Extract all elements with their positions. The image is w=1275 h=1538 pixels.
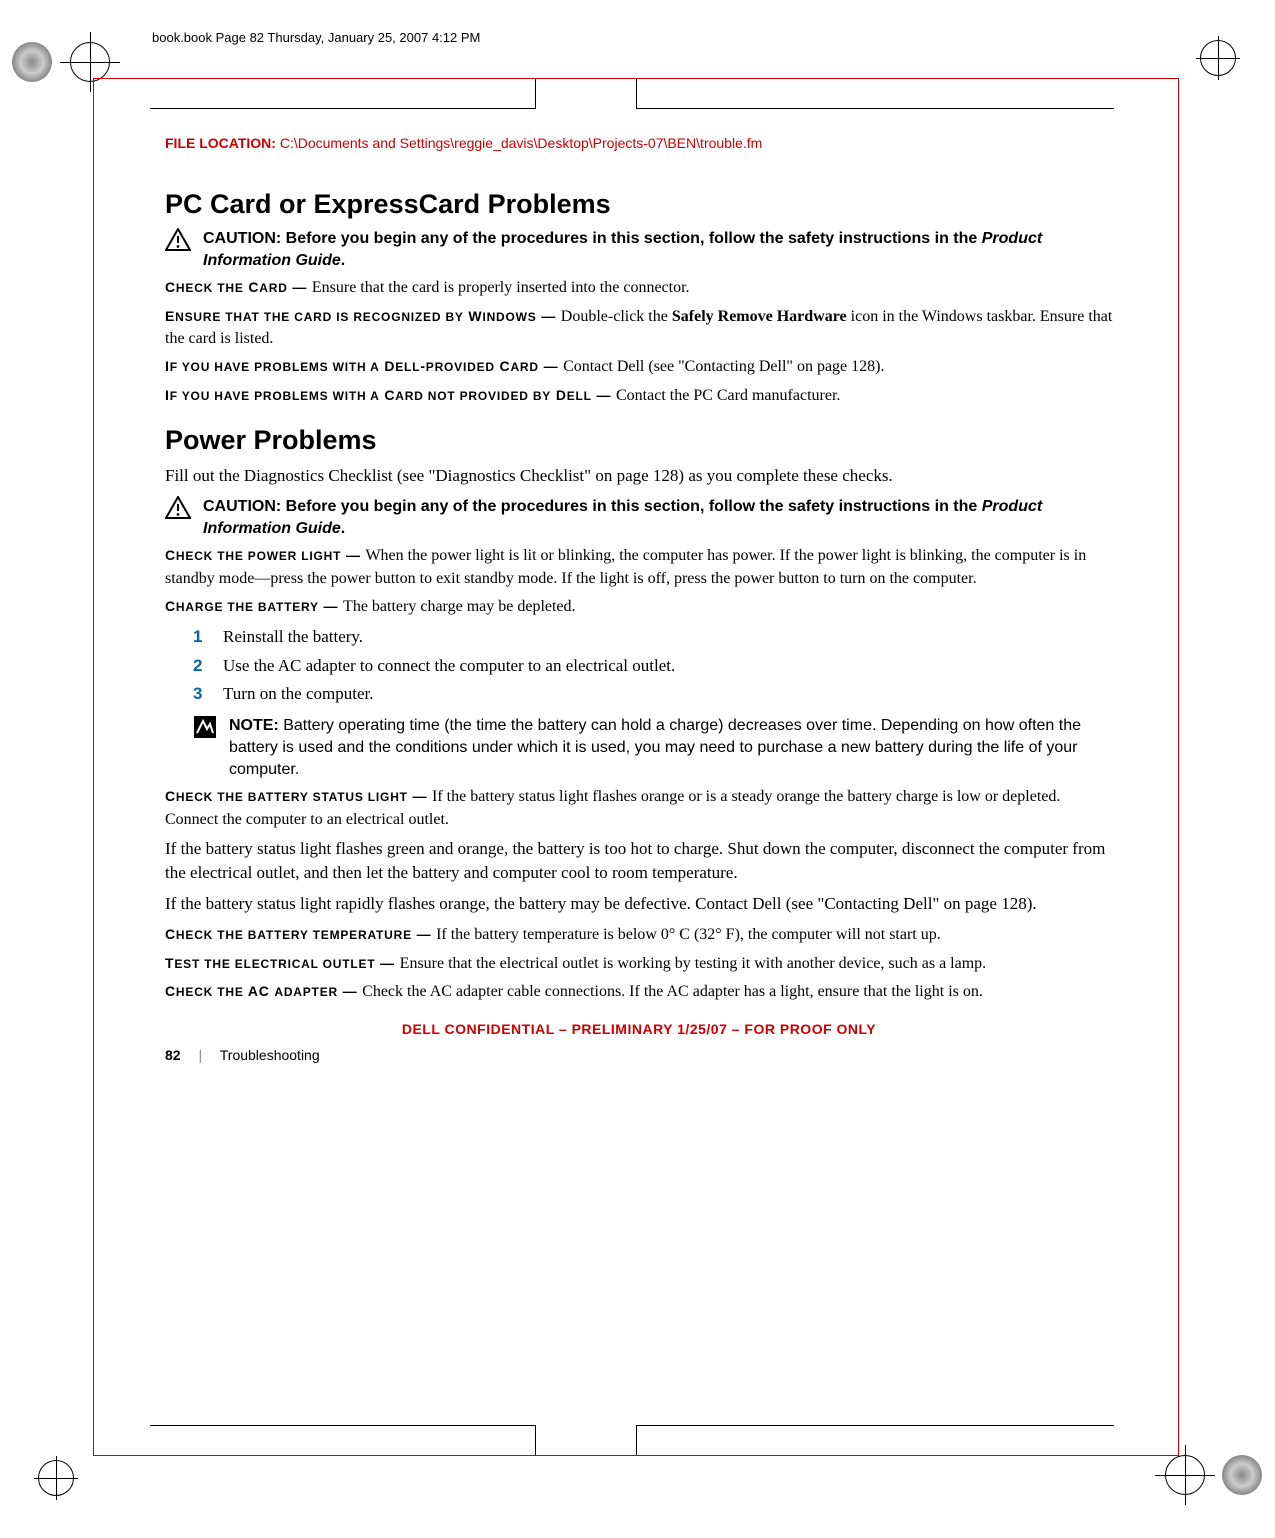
definition-item: IF YOU HAVE PROBLEMS WITH A CARD NOT PRO… [165,385,1113,407]
warning-icon [165,496,191,520]
page-footer: 82 | Troubleshooting [165,1047,1113,1063]
body-paragraph: If the battery status light rapidly flas… [165,892,1113,916]
definition-item: TEST THE ELECTRICAL OUTLET — Ensure that… [165,953,1113,975]
note-text: NOTE: Battery operating time (the time t… [229,715,1113,780]
footer-separator: | [198,1047,202,1063]
section-name: Troubleshooting [220,1047,320,1063]
definition-item: CHECK THE CARD — Ensure that the card is… [165,277,1113,299]
caution-text: CAUTION: Before you begin any of the pro… [203,228,1113,271]
caution-block: CAUTION: Before you begin any of the pro… [165,228,1113,271]
page-content: FILE LOCATION: C:\Documents and Settings… [165,135,1113,1063]
file-location: FILE LOCATION: C:\Documents and Settings… [165,135,1113,151]
file-location-path: C:\Documents and Settings\reggie_davis\D… [280,135,762,151]
warning-icon [165,228,191,252]
section-heading: Power Problems [165,425,1113,456]
definition-item: IF YOU HAVE PROBLEMS WITH A DELL-PROVIDE… [165,356,1113,378]
file-location-label: FILE LOCATION: [165,135,276,151]
definition-item: CHECK THE BATTERY STATUS LIGHT — If the … [165,786,1113,831]
intro-paragraph: Fill out the Diagnostics Checklist (see … [165,464,1113,488]
registration-mark [1200,40,1236,76]
confidential-footer: DELL CONFIDENTIAL – PRELIMINARY 1/25/07 … [165,1021,1113,1037]
definition-item: ENSURE THAT THE CARD IS RECOGNIZED BY WI… [165,306,1113,351]
caution-block: CAUTION: Before you begin any of the pro… [165,496,1113,539]
color-bar [1222,1455,1262,1495]
definition-item: CHECK THE POWER LIGHT — When the power l… [165,545,1113,590]
definition-item: CHARGE THE BATTERY — The battery charge … [165,596,1113,618]
list-item: 3Turn on the computer. [193,681,1113,707]
definition-item: CHECK THE AC ADAPTER — Check the AC adap… [165,981,1113,1003]
registration-mark [38,1460,74,1496]
section-heading: PC Card or ExpressCard Problems [165,189,1113,220]
page-number: 82 [165,1047,181,1063]
caution-text: CAUTION: Before you begin any of the pro… [203,496,1113,539]
color-bar [12,42,52,82]
note-block: NOTE: Battery operating time (the time t… [193,715,1113,780]
body-paragraph: If the battery status light flashes gree… [165,837,1113,885]
ordered-list: 1Reinstall the battery. 2Use the AC adap… [193,624,1113,707]
running-header: book.book Page 82 Thursday, January 25, … [152,30,480,45]
list-item: 2Use the AC adapter to connect the compu… [193,653,1113,679]
note-icon [193,715,217,739]
list-item: 1Reinstall the battery. [193,624,1113,650]
definition-item: CHECK THE BATTERY TEMPERATURE — If the b… [165,924,1113,946]
